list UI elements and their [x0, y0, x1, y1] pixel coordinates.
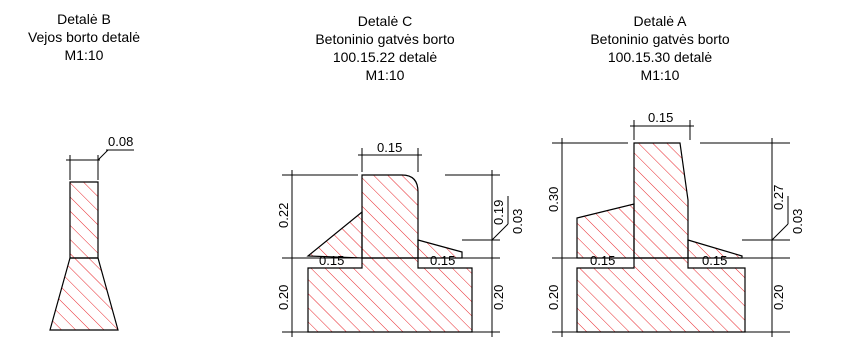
detail-c-dim-height-right: 0.19 — [491, 200, 506, 225]
detail-a-dim-height-right: 0.27 — [771, 185, 786, 210]
detail-a-step-leader — [771, 223, 789, 241]
detail-a-description: Betoninio gatvės borto — [590, 31, 730, 47]
detail-a-code: 100.15.30 detalė — [607, 49, 713, 65]
detail-c-curb-section — [361, 174, 419, 259]
detail-b-scale: M1:10 — [64, 47, 104, 63]
detail-c-code: 100.15.22 detalė — [332, 49, 438, 65]
detail-a-left-shoulder — [576, 203, 635, 259]
detail-c-dim-base-left: 0.15 — [319, 253, 344, 268]
detail-c-title: Detalė C Betoninio gatvės borto 100.15.2… — [280, 12, 490, 84]
detail-c-dim-height-upper: 0.22 — [276, 203, 291, 228]
detail-c-dim-height-lower-left: 0.20 — [276, 285, 291, 310]
detail-c-left-shoulder — [306, 210, 363, 259]
detail-c-scale: M1:10 — [365, 67, 405, 83]
detail-a-dim-height-lower-right: 0.20 — [771, 285, 786, 310]
detail-a-dim-height-lower-left: 0.20 — [546, 285, 561, 310]
detail-a-name: Detalė A — [633, 13, 687, 29]
detail-b-leader — [97, 149, 109, 161]
detail-c-name: Detalė C — [357, 13, 413, 29]
detail-c-dim-height-lower-right: 0.20 — [491, 285, 506, 310]
detail-a-dim-base-left: 0.15 — [590, 253, 615, 268]
detail-a-dim-base-right: 0.15 — [702, 253, 727, 268]
detail-b-base-section — [49, 257, 119, 331]
detail-c-step-leader — [491, 223, 509, 241]
detail-b-dim-top-width: 0.08 — [108, 134, 133, 149]
detail-b-description: Vejos borto detalė — [27, 29, 141, 45]
detail-a-base-section — [576, 257, 746, 333]
detail-a-title: Detalė A Betoninio gatvės borto 100.15.3… — [555, 12, 765, 84]
detail-b-curb-section — [69, 181, 99, 259]
detail-b-name: Detalė B — [57, 11, 111, 27]
detail-c-description: Betoninio gatvės borto — [315, 31, 455, 47]
detail-a-dim-step: 0.03 — [790, 209, 805, 234]
detail-c-dim-step: 0.03 — [510, 209, 525, 234]
detail-a-dim-top-width: 0.15 — [648, 110, 673, 125]
detail-a-curb-section — [633, 142, 689, 259]
detail-b-title: Detalė B Vejos borto detalė M1:10 — [0, 10, 168, 64]
detail-a-drawing: 0.15 0.30 0.20 0.27 0.20 0.03 0.15 0.15 — [546, 110, 805, 337]
detail-c-dim-top-width: 0.15 — [377, 140, 402, 155]
detail-a-dim-height-upper: 0.30 — [546, 187, 561, 212]
detail-a-scale: M1:10 — [640, 67, 680, 83]
detail-c-drawing: 0.15 0.22 0.20 0.19 0.20 0.03 0.15 0.15 — [276, 140, 525, 337]
detail-c-dim-base-right: 0.15 — [430, 253, 455, 268]
detail-c-base-section — [307, 257, 473, 333]
detail-b-drawing: 0.08 — [49, 134, 134, 331]
